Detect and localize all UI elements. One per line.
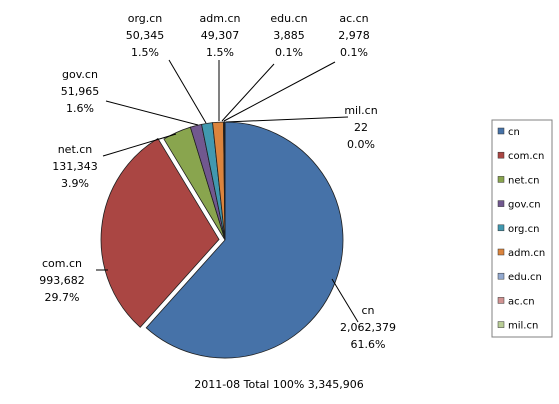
data-label-value: 993,682 xyxy=(39,274,85,287)
data-label-name: adm.cn xyxy=(200,12,241,25)
legend-swatch xyxy=(497,176,505,183)
legend-label: org.cn xyxy=(508,224,539,235)
legend-swatch xyxy=(497,321,505,328)
legend-label: com.cn xyxy=(508,151,544,162)
data-label-pct: 61.6% xyxy=(351,338,386,351)
legend-swatch xyxy=(497,272,505,280)
legend-label: net.cn xyxy=(508,175,539,186)
leader-line-edu-cn xyxy=(221,63,275,122)
legend-swatch xyxy=(497,248,505,256)
leader-line-ac-cn xyxy=(223,61,336,122)
data-label-name: gov.cn xyxy=(62,68,98,81)
data-label-name: org.cn xyxy=(128,12,163,25)
legend-label: adm.cn xyxy=(508,248,545,259)
data-label-value: 22 xyxy=(354,121,368,134)
data-label-name: edu.cn xyxy=(270,12,307,25)
data-label-value: 50,345 xyxy=(126,29,165,42)
legend-swatch xyxy=(497,151,505,159)
data-label-name: cn xyxy=(361,304,374,317)
legend-label: edu.cn xyxy=(508,272,542,283)
data-label-pct: 1.6% xyxy=(66,102,94,115)
data-label-value: 2,978 xyxy=(338,29,370,42)
data-label-name: ac.cn xyxy=(339,12,368,25)
legend-swatch xyxy=(497,200,505,207)
data-label-name: com.cn xyxy=(42,257,82,270)
legend: cn com.cn net.cn gov.cn org.cn adm.cn edu.cn ac… xyxy=(491,119,553,338)
legend-swatch xyxy=(497,127,505,135)
pie-slice-com-cn xyxy=(100,137,220,328)
leader-line-cn xyxy=(331,278,359,323)
data-label-name: net.cn xyxy=(58,143,93,156)
leader-line-mil-cn xyxy=(225,116,349,123)
data-label-value: 49,307 xyxy=(201,29,240,42)
data-label-pct: 1.5% xyxy=(206,46,234,59)
legend-label: ac.cn xyxy=(508,296,535,307)
legend-label: cn xyxy=(508,127,520,138)
pie-slices xyxy=(100,121,344,359)
data-label-pct: 0.1% xyxy=(275,46,303,59)
leader-line-net-cn xyxy=(102,133,177,157)
data-label-pct: 3.9% xyxy=(61,177,89,190)
legend-swatch xyxy=(497,224,505,232)
data-label-pct: 1.5% xyxy=(131,46,159,59)
data-label-pct: 0.0% xyxy=(347,138,375,151)
pie-slice-cn xyxy=(145,121,344,359)
leader-line-gov-cn xyxy=(105,100,199,126)
data-label-value: 3,885 xyxy=(273,29,305,42)
legend-swatch xyxy=(497,297,505,304)
data-label-value: 2,062,379 xyxy=(340,321,396,334)
leader-line-org-cn xyxy=(168,59,207,124)
data-label-name: mil.cn xyxy=(344,104,377,117)
data-label-value: 131,343 xyxy=(52,160,98,173)
leader-lines xyxy=(96,59,359,323)
data-label-value: 51,965 xyxy=(61,85,100,98)
chart-caption: 2011-08 Total 100% 3,345,906 xyxy=(194,378,364,391)
legend-label: gov.cn xyxy=(508,200,541,211)
legend-label: mil.cn xyxy=(508,321,538,332)
data-labels: cn 2,062,379 61.6% com.cn 993,682 29.7% net.cn… xyxy=(39,12,396,351)
data-label-pct: 29.7% xyxy=(45,291,80,304)
data-label-pct: 0.1% xyxy=(340,46,368,59)
